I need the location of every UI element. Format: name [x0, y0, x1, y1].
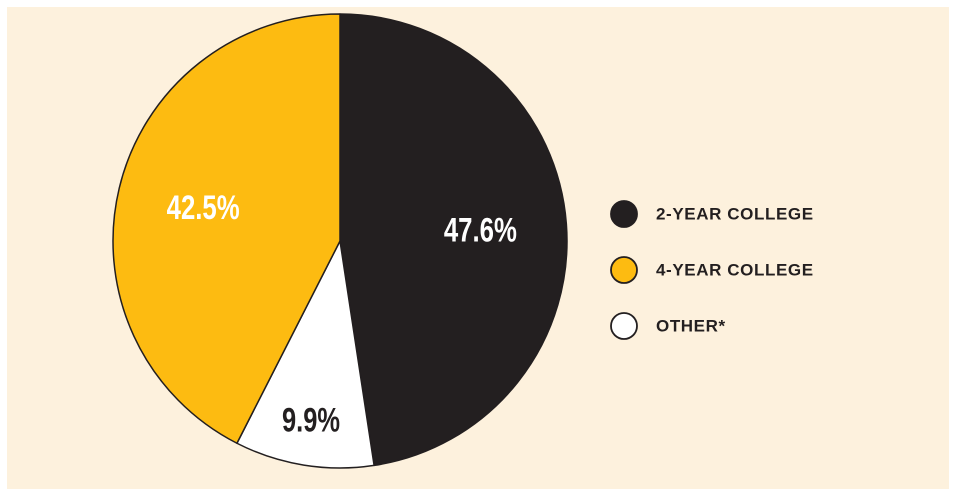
- legend-label: 2-YEAR COLLEGE: [656, 205, 814, 224]
- legend-item-4-year-college: 4-YEAR COLLEGE: [610, 256, 814, 284]
- pie-slice-4-year-college: [112, 13, 341, 445]
- pie-label-4-year-college: 42.5%: [167, 189, 240, 227]
- legend-label: OTHER*: [656, 317, 726, 336]
- pie-slices: [112, 13, 568, 469]
- legend-swatch: [610, 256, 638, 284]
- legend-item-2-year-college: 2-YEAR COLLEGE: [610, 200, 814, 228]
- pie-slice-2-year-college: [339, 13, 568, 467]
- legend-label: 4-YEAR COLLEGE: [656, 261, 814, 280]
- pie-value-labels: 47.6% 9.9% 42.5%: [167, 189, 517, 439]
- pie-label-other: 9.9%: [282, 401, 340, 439]
- legend-item-other: OTHER*: [610, 312, 726, 340]
- legend-swatch: [610, 200, 638, 228]
- chart-legend: 2-YEAR COLLEGE 4-YEAR COLLEGE OTHER*: [610, 200, 814, 340]
- pie-label-2-year-college: 47.6%: [444, 211, 517, 249]
- legend-swatch: [610, 312, 638, 340]
- pie-slice-other: [236, 240, 375, 469]
